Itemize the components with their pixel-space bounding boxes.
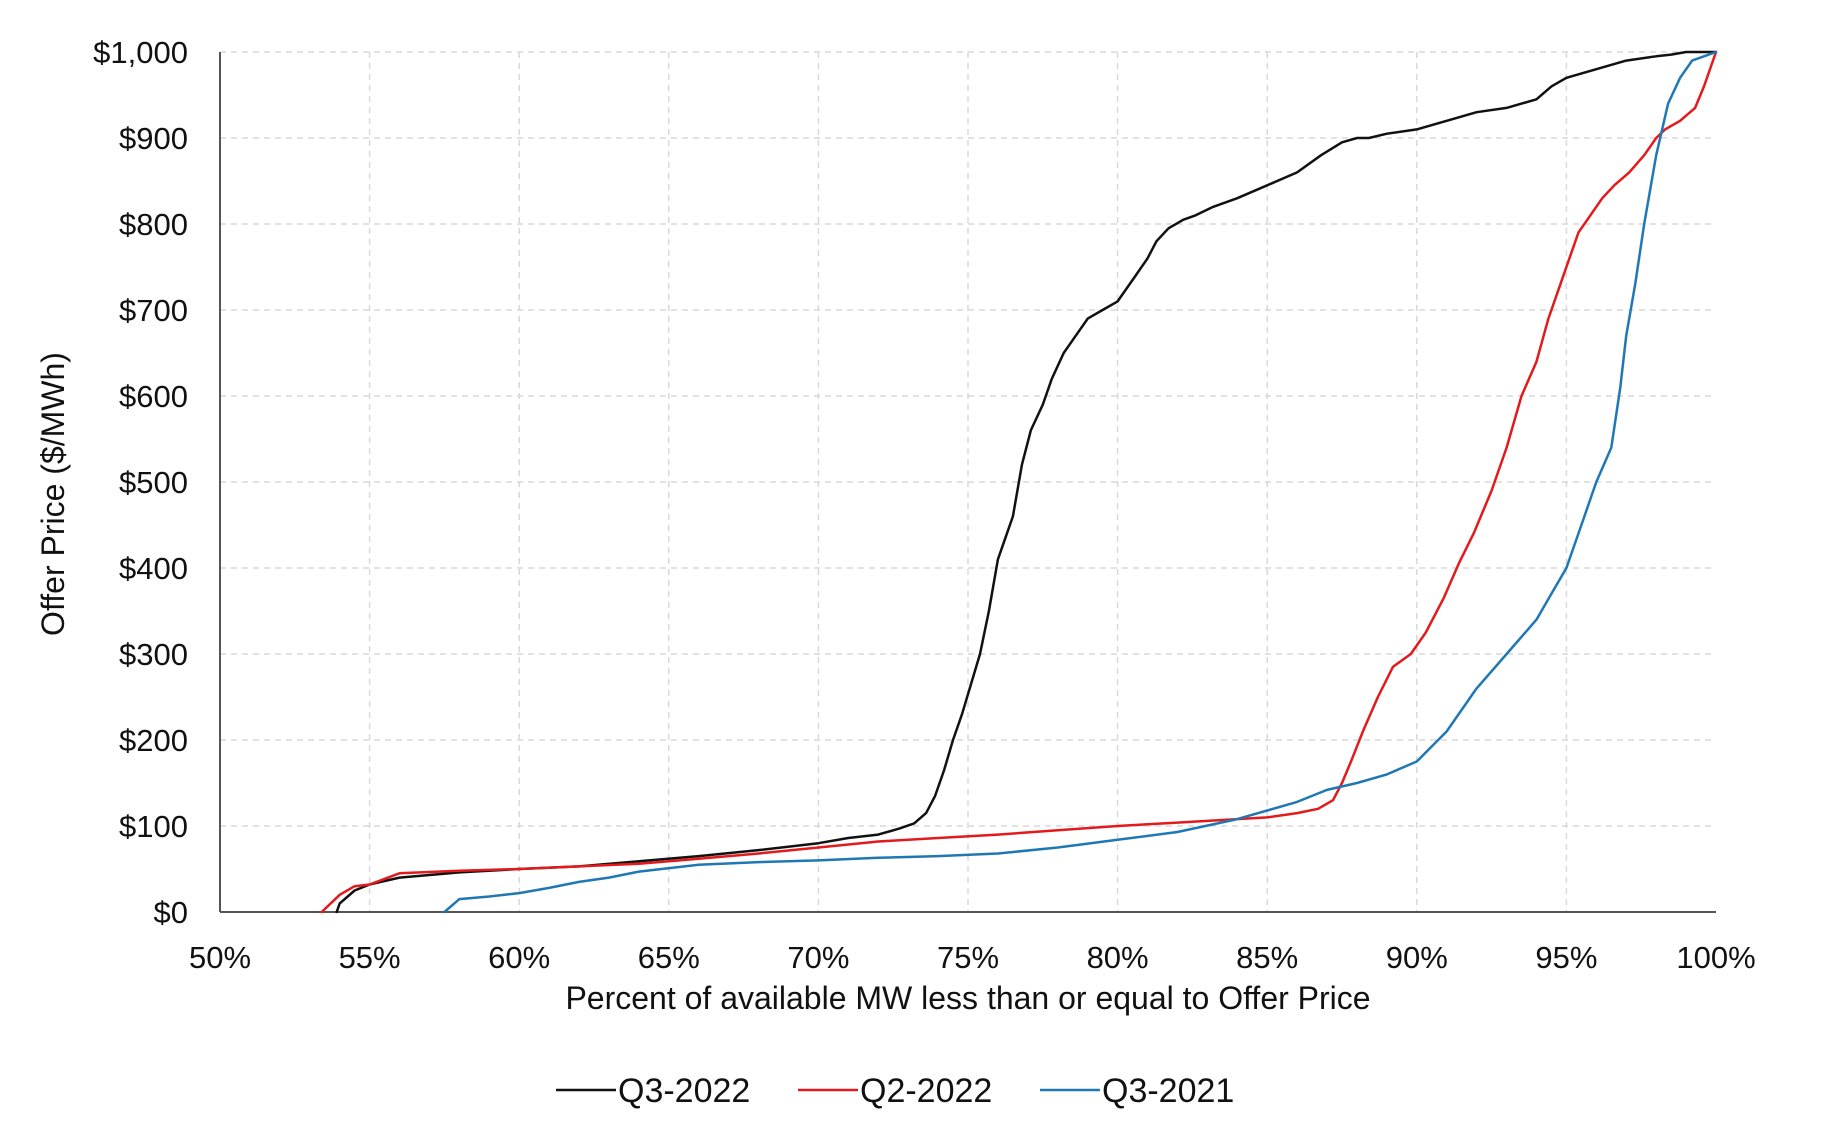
y-tick-label: $600 [119, 379, 188, 414]
y-tick-label: $900 [119, 121, 188, 156]
y-tick-label: $1,000 [93, 35, 188, 70]
y-tick-label: $500 [119, 465, 188, 500]
x-tick-label: 85% [1236, 940, 1298, 975]
x-axis-title: Percent of available MW less than or equ… [565, 980, 1370, 1016]
legend-label-q3-2022: Q3-2022 [618, 1072, 750, 1110]
x-tick-label: 65% [638, 940, 700, 975]
y-axis-title: Offer Price ($/MWh) [35, 352, 71, 636]
x-tick-label: 100% [1676, 940, 1755, 975]
legend: Q3-2022 Q2-2022 Q3-2021 [556, 1072, 1234, 1110]
x-tick-label: 60% [488, 940, 550, 975]
y-tick-label: $800 [119, 207, 188, 242]
axes [219, 52, 1716, 913]
x-axis-ticks: 50% 55% 60% 65% 70% 75% 80% 85% 90% 95% 100% [189, 940, 1756, 975]
y-tick-label: $200 [119, 723, 188, 758]
x-tick-label: 90% [1386, 940, 1448, 975]
x-tick-label: 70% [787, 940, 849, 975]
x-tick-label: 55% [339, 940, 401, 975]
series-line-q2-2022 [320, 50, 1718, 914]
y-tick-label: $100 [119, 809, 188, 844]
legend-label-q2-2022: Q2-2022 [860, 1072, 992, 1110]
legend-label-q3-2021: Q3-2021 [1102, 1072, 1234, 1110]
y-tick-label: $700 [119, 293, 188, 328]
x-tick-label: 80% [1087, 940, 1149, 975]
x-tick-label: 50% [189, 940, 251, 975]
y-tick-label: $300 [119, 637, 188, 672]
y-tick-label: $400 [119, 551, 188, 586]
series-lines [320, 50, 1718, 914]
x-tick-label: 95% [1535, 940, 1597, 975]
series-line-q3-2021 [443, 50, 1718, 914]
y-axis-ticks: $0 $100 $200 $300 $400 $500 $600 $700 $800 $900 $1… [93, 35, 188, 930]
x-tick-label: 75% [937, 940, 999, 975]
series-line-q3-2022 [335, 50, 1718, 914]
y-tick-label: $0 [154, 895, 188, 930]
gridlines [220, 51, 1716, 912]
